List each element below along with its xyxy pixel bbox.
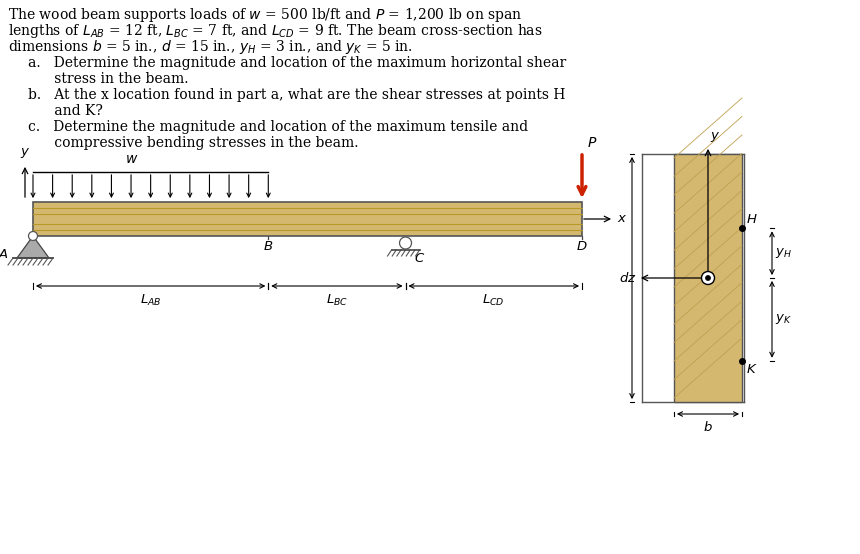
Text: $K$: $K$ — [746, 363, 758, 376]
Text: $D$: $D$ — [576, 240, 587, 253]
Text: a.   Determine the magnitude and location of the maximum horizontal shear: a. Determine the magnitude and location … — [28, 56, 566, 70]
Bar — [674, 154, 742, 402]
Text: dimensions $b$ = 5 in., $d$ = 15 in., $y_H$ = 3 in., and $y_K$ = 5 in.: dimensions $b$ = 5 in., $d$ = 15 in., $y… — [8, 38, 413, 56]
Text: $L_{CD}$: $L_{CD}$ — [482, 293, 505, 308]
Text: $P$: $P$ — [587, 136, 598, 150]
Polygon shape — [17, 236, 49, 258]
Text: stress in the beam.: stress in the beam. — [28, 72, 188, 86]
Text: The wood beam supports loads of $w$ = 500 lb/ft and $P$ = 1,200 lb on span: The wood beam supports loads of $w$ = 50… — [8, 6, 523, 24]
Text: $z$: $z$ — [627, 271, 636, 285]
Text: $L_{AB}$: $L_{AB}$ — [140, 293, 162, 308]
Text: $L_{BC}$: $L_{BC}$ — [326, 293, 348, 308]
Text: $w$: $w$ — [126, 152, 138, 166]
Text: $H$: $H$ — [746, 213, 758, 227]
Text: $A$: $A$ — [0, 248, 9, 260]
Text: $b$: $b$ — [703, 420, 713, 434]
Text: $x$: $x$ — [617, 213, 627, 225]
Text: $y$: $y$ — [20, 146, 30, 160]
Circle shape — [28, 232, 38, 240]
Text: $y_H$: $y_H$ — [775, 246, 792, 260]
Text: and K?: and K? — [28, 104, 103, 118]
Text: b.   At the x location found in part a, what are the shear stresses at points H: b. At the x location found in part a, wh… — [28, 88, 565, 102]
Text: $y_K$: $y_K$ — [775, 312, 792, 326]
Text: c.   Determine the magnitude and location of the maximum tensile and: c. Determine the magnitude and location … — [28, 120, 528, 134]
Text: $y$: $y$ — [710, 130, 721, 144]
Text: compressive bending stresses in the beam.: compressive bending stresses in the beam… — [28, 136, 359, 150]
Circle shape — [705, 275, 710, 280]
Text: lengths of $L_{AB}$ = 12 ft, $L_{BC}$ = 7 ft, and $L_{CD}$ = 9 ft. The beam cros: lengths of $L_{AB}$ = 12 ft, $L_{BC}$ = … — [8, 22, 543, 40]
Text: $d$: $d$ — [618, 271, 629, 285]
Circle shape — [702, 271, 715, 285]
Bar — [33, 202, 582, 236]
Text: $C$: $C$ — [414, 252, 425, 265]
Text: $B$: $B$ — [263, 240, 273, 253]
Circle shape — [400, 237, 412, 249]
